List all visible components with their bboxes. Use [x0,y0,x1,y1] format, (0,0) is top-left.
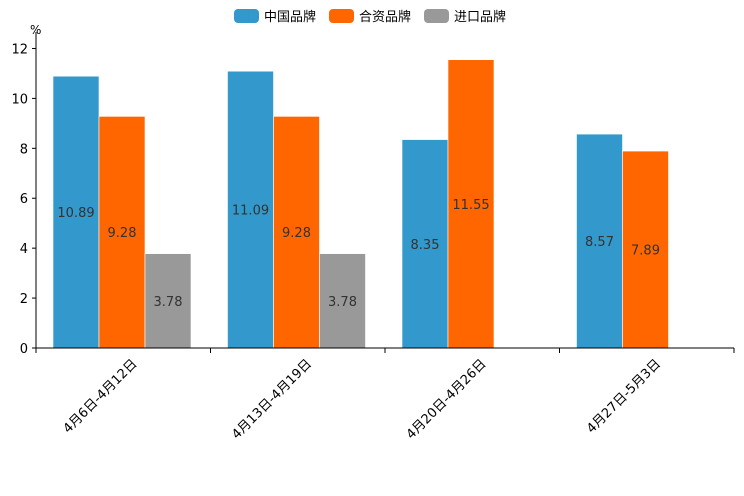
bar-3-2[interactable] [447,59,495,349]
x-tick-label-3: 4月20日-4月26日 [404,357,490,443]
data-label-1-1: 10.89 [57,206,94,221]
data-label-2-3: 3.78 [328,295,357,310]
legend-swatch-1[interactable] [234,9,259,23]
bar-1-2[interactable] [98,116,146,349]
x-tick-label-4: 4月27日-5月3日 [584,357,664,437]
legend-swatch-3[interactable] [424,9,449,23]
y-axis: 0 2 4 6 8 10 12 [11,32,37,357]
legend-label-1[interactable]: 中国品牌 [264,9,316,25]
data-label-2-1: 11.09 [232,204,269,219]
data-label-3-1: 8.35 [411,238,440,253]
data-label-1-2: 9.28 [108,226,137,241]
y-tick-label: 0 [20,342,28,357]
y-axis-unit: % [30,23,41,37]
y-tick-label: 12 [11,42,28,57]
data-labels: 10.89 9.28 3.78 11.09 9.28 3.78 8.35 11.55 8.57 7… [57,198,660,310]
data-label-4-2: 7.89 [631,244,660,259]
data-label-4-1: 8.57 [585,235,614,250]
bar-2-1[interactable] [227,70,274,349]
data-label-1-3: 3.78 [154,295,183,310]
bar-2-2[interactable] [273,116,320,349]
data-label-3-2: 11.55 [452,198,489,213]
y-tick-label: 10 [11,92,28,107]
legend: 中国品牌 合资品牌 进口品牌 [234,9,506,25]
bars [52,59,669,349]
bar-1-3[interactable] [144,253,192,349]
x-axis: 4月6日-4月12日 4月13日-4月19日 4月20日-4月26日 4月27日-5月… [35,347,735,443]
x-tick-label-1: 4月6日-4月12日 [61,357,141,437]
data-label-2-2: 9.28 [282,226,311,241]
bar-4-1[interactable] [576,133,623,349]
y-tick-label: 2 [20,292,28,307]
legend-swatch-2[interactable] [329,9,354,23]
legend-label-2[interactable]: 合资品牌 [359,9,411,25]
y-tick-label: 6 [20,192,28,207]
y-tick-label: 8 [20,142,28,157]
y-tick-label: 4 [20,242,28,257]
bar-4-2[interactable] [622,150,669,349]
legend-label-3[interactable]: 进口品牌 [454,9,506,25]
x-tick-label-2: 4月13日-4月19日 [229,357,315,443]
bar-2-3[interactable] [319,253,366,349]
